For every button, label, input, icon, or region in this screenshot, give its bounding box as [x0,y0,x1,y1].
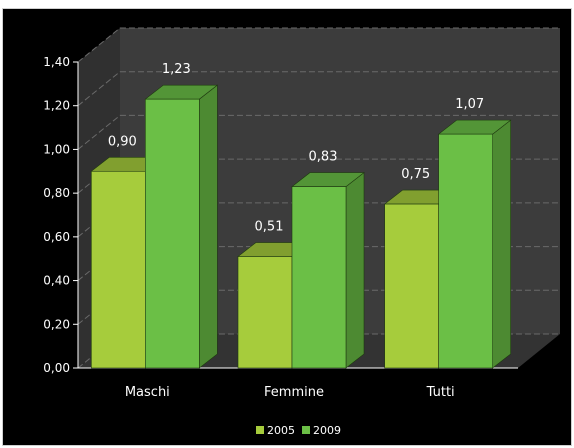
data-label: 1,23 [162,62,191,77]
y-tick-label: 1,40 [43,55,70,69]
y-tick-label: 1,20 [43,99,70,113]
bar [291,171,365,369]
x-category-label: Tutti [426,385,455,400]
gridline [77,27,560,63]
y-tick-label: 0,00 [43,361,70,375]
legend-label: 2005 [267,424,295,437]
legend: 2005 2009 [256,424,341,437]
x-category-label: Femmine [264,385,324,400]
gridline [77,114,560,150]
x-axis-categories: Maschi Femmine Tutti [125,385,455,400]
bar-front [384,203,439,369]
data-label: 0,75 [401,167,430,182]
bar-side [345,171,365,369]
bars: 0,90 1,23 0,51 0,83 0,75 1,07 [90,62,512,369]
legend-label: 2009 [313,424,341,437]
data-label: 0,83 [309,150,338,165]
legend-swatch [256,426,264,434]
legend-swatch [302,426,310,434]
y-tick-label: 0,40 [43,274,70,288]
bar-side [199,84,218,369]
bar [437,119,512,369]
y-tick-label: 0,60 [43,230,70,244]
y-tick-label: 0,80 [43,186,70,200]
bar-front [145,98,200,369]
gridline [77,71,560,107]
bar-side [492,119,511,369]
bar-front [291,186,347,369]
data-label: 0,51 [255,220,284,235]
data-label: 1,07 [455,97,484,112]
bar-front [237,256,293,369]
x-category-label: Maschi [125,385,170,400]
data-label: 0,90 [108,134,137,149]
y-tick-label: 1,00 [43,142,70,156]
y-tick-label: 0,20 [43,317,70,331]
bar-front [438,133,493,369]
bar [144,84,219,369]
bar-front [91,170,146,369]
